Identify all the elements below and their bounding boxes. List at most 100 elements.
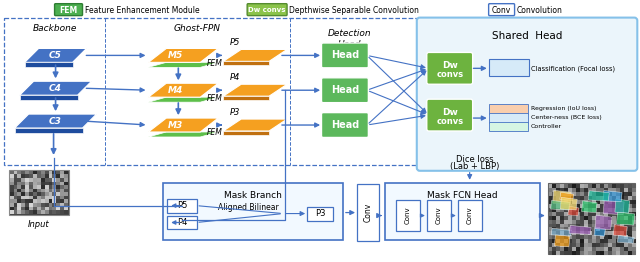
Bar	[64, 192, 68, 196]
Bar	[604, 223, 609, 227]
Bar	[56, 210, 60, 214]
Bar	[596, 220, 600, 223]
Bar	[52, 203, 56, 207]
Bar	[548, 231, 552, 236]
Bar	[612, 200, 616, 204]
Text: (Lab + LBP): (Lab + LBP)	[450, 162, 499, 171]
Bar	[577, 200, 580, 204]
Bar	[60, 185, 64, 189]
Bar	[568, 188, 572, 192]
Bar	[616, 243, 620, 247]
Bar	[577, 236, 580, 239]
Bar	[10, 189, 13, 192]
Bar	[52, 199, 56, 203]
FancyBboxPatch shape	[167, 216, 197, 230]
Bar	[13, 171, 17, 174]
FancyBboxPatch shape	[385, 183, 540, 241]
Bar	[625, 196, 628, 200]
Bar	[620, 236, 625, 239]
Bar	[588, 231, 593, 236]
Bar	[620, 247, 625, 251]
Bar	[612, 216, 616, 220]
Polygon shape	[560, 192, 574, 200]
Bar	[588, 208, 593, 212]
Bar	[625, 243, 628, 247]
Bar	[60, 203, 64, 207]
Bar	[33, 207, 37, 210]
Bar	[609, 216, 612, 220]
Bar	[21, 192, 25, 196]
Bar	[41, 185, 45, 189]
Bar	[41, 199, 45, 203]
Bar	[584, 204, 588, 208]
Bar	[628, 227, 632, 231]
Bar	[572, 192, 577, 196]
Bar	[609, 184, 612, 188]
Bar	[593, 204, 596, 208]
Bar	[600, 223, 604, 227]
Bar	[64, 196, 68, 199]
Bar	[13, 196, 17, 199]
Text: P3: P3	[230, 108, 241, 117]
Bar	[552, 196, 557, 200]
Bar	[577, 192, 580, 196]
Bar	[564, 208, 568, 212]
Bar	[60, 207, 64, 210]
Bar	[17, 171, 21, 174]
Bar	[596, 231, 600, 236]
Bar	[56, 207, 60, 210]
Bar	[557, 216, 561, 220]
Bar	[625, 231, 628, 236]
Bar	[564, 223, 568, 227]
Bar	[552, 200, 557, 204]
Bar	[580, 184, 584, 188]
Bar	[584, 247, 588, 251]
Bar	[604, 236, 609, 239]
Bar	[13, 174, 17, 178]
Bar	[616, 184, 620, 188]
Bar	[13, 207, 17, 210]
Bar	[593, 220, 596, 223]
Bar	[552, 188, 557, 192]
Bar	[564, 251, 568, 255]
Bar	[41, 203, 45, 207]
Bar	[33, 203, 37, 207]
Bar	[568, 192, 572, 196]
Bar	[45, 192, 49, 196]
Bar	[625, 223, 628, 227]
Bar	[612, 236, 616, 239]
Bar	[609, 188, 612, 192]
Bar	[33, 174, 37, 178]
Bar	[609, 251, 612, 255]
Bar	[580, 243, 584, 247]
Bar	[609, 236, 612, 239]
Polygon shape	[20, 81, 92, 95]
Bar	[609, 243, 612, 247]
Bar	[64, 210, 68, 214]
Bar	[568, 200, 572, 204]
Text: Dw convs: Dw convs	[248, 7, 286, 13]
Bar	[593, 239, 596, 243]
Bar	[56, 178, 60, 182]
Bar	[64, 174, 68, 178]
Bar	[616, 196, 620, 200]
Bar	[568, 184, 572, 188]
Bar	[52, 207, 56, 210]
Polygon shape	[550, 200, 570, 210]
Bar	[10, 178, 13, 182]
Bar	[604, 188, 609, 192]
Text: Dw: Dw	[442, 108, 458, 117]
Bar	[584, 188, 588, 192]
Polygon shape	[25, 62, 72, 67]
Bar	[10, 171, 13, 174]
Bar	[41, 207, 45, 210]
Text: Mask Branch: Mask Branch	[224, 191, 282, 200]
Bar	[600, 247, 604, 251]
Bar	[628, 204, 632, 208]
Bar	[21, 174, 25, 178]
Bar	[616, 208, 620, 212]
Bar	[620, 204, 625, 208]
Bar	[577, 208, 580, 212]
Bar	[13, 210, 17, 214]
Polygon shape	[604, 200, 624, 215]
